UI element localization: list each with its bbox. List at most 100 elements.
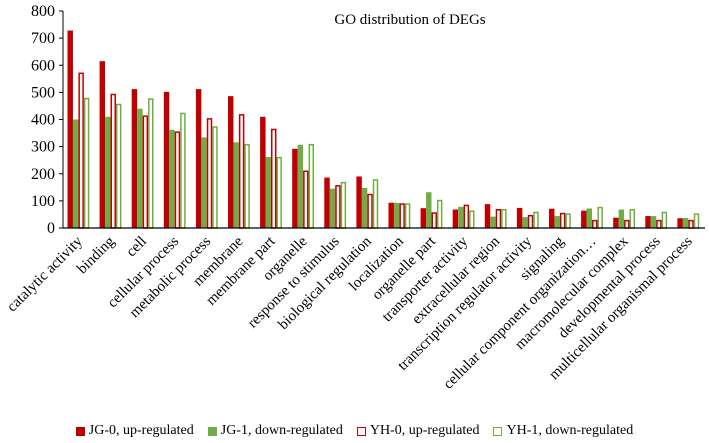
bar-1 — [329, 188, 336, 228]
bar-1 — [265, 156, 272, 228]
bar-2 — [431, 212, 437, 229]
bar-0 — [548, 208, 555, 228]
chart-title: GO distribution of DEGs — [334, 12, 485, 28]
bar-0 — [388, 202, 394, 228]
bar-2 — [688, 219, 694, 229]
bar-0 — [163, 91, 170, 229]
bar-1 — [393, 202, 400, 228]
y-tick-label: 0 — [47, 220, 55, 237]
bar-1 — [137, 108, 143, 228]
bar-3 — [115, 103, 122, 229]
bar-1 — [490, 216, 496, 228]
bar-1 — [522, 217, 528, 228]
bar-0 — [677, 218, 683, 228]
y-tick-label: 700 — [31, 30, 55, 47]
bar-2 — [78, 72, 84, 229]
legend-item: JG-1, down-regulated — [207, 423, 343, 439]
legend-item: YH-1, down-regulated — [493, 423, 633, 439]
bar-2 — [110, 93, 116, 229]
x-tick-label: catalytic activity — [4, 233, 86, 315]
bar-1 — [650, 216, 657, 228]
bar-0 — [67, 30, 73, 229]
bar-3 — [469, 210, 475, 229]
legend-swatch — [207, 426, 217, 436]
bar-2 — [559, 212, 566, 229]
bar-0 — [324, 177, 330, 228]
legend-item: YH-0, up-regulated — [356, 423, 479, 439]
bar-0 — [131, 89, 138, 229]
bar-1 — [72, 119, 79, 228]
bar-0 — [260, 116, 266, 228]
bar-2 — [527, 214, 534, 229]
bar-1 — [169, 129, 175, 228]
bar-1 — [426, 192, 432, 228]
y-tick-label: 600 — [31, 57, 55, 74]
bar-0 — [420, 208, 427, 228]
bar-3 — [565, 213, 571, 229]
bar-1 — [201, 137, 207, 228]
bar-0 — [581, 210, 587, 228]
bar-2 — [624, 219, 630, 229]
bar-2 — [238, 114, 245, 229]
bar-2 — [142, 115, 149, 229]
x-tick-label: binding — [74, 233, 118, 277]
bar-3 — [436, 199, 443, 229]
bar-1 — [586, 208, 593, 228]
bar-3 — [629, 209, 636, 229]
bar-2 — [303, 170, 309, 229]
bar-2 — [271, 128, 277, 229]
bar-3 — [308, 143, 315, 229]
bar-1 — [233, 142, 239, 228]
bar-3 — [276, 156, 282, 229]
legend-item: JG-0, up-regulated — [75, 423, 194, 439]
y-tick-label: 100 — [31, 193, 55, 210]
bar-3 — [83, 97, 90, 229]
bar-0 — [227, 96, 234, 228]
bar-0 — [613, 217, 619, 228]
bar-1 — [361, 187, 368, 228]
bar-1 — [554, 216, 560, 228]
bar-0 — [645, 216, 651, 228]
legend-swatch — [493, 426, 503, 436]
bar-0 — [356, 176, 362, 228]
bar-3 — [340, 181, 347, 229]
bar-3 — [180, 112, 186, 229]
y-tick-label: 500 — [31, 84, 55, 101]
bar-0 — [484, 204, 491, 228]
bar-0 — [292, 148, 298, 228]
bar-2 — [174, 131, 181, 229]
bar-2 — [463, 204, 470, 229]
bar-2 — [335, 185, 341, 229]
y-tick-label: 300 — [31, 139, 55, 156]
legend-label: JG-1, down-regulated — [220, 423, 343, 438]
legend-swatch — [356, 426, 366, 436]
bar-2 — [367, 193, 373, 229]
bar-3 — [661, 211, 668, 229]
bar-0 — [452, 209, 459, 228]
legend-label: YH-1, down-regulated — [506, 423, 634, 438]
bar-2 — [206, 118, 213, 229]
legend: JG-0, up-regulated JG-1, down-regulated YH… — [0, 423, 709, 439]
bar-3 — [501, 209, 507, 229]
bar-1 — [297, 144, 304, 228]
bar-2 — [495, 209, 502, 229]
bar-chart: 0 100 200 300 400 500 600 700 800 GO distribution… — [4, 3, 705, 392]
bar-3 — [372, 179, 379, 229]
bar-3 — [212, 126, 218, 229]
bar-3 — [404, 203, 411, 229]
bar-2 — [592, 219, 598, 229]
bar-3 — [148, 98, 154, 229]
bar-1 — [682, 217, 689, 228]
bar-0 — [195, 89, 202, 229]
bar-3 — [693, 213, 700, 229]
y-tick-label: 400 — [31, 112, 55, 129]
y-tick-label: 800 — [31, 3, 55, 20]
bar-3 — [244, 143, 250, 229]
bar-2 — [656, 219, 662, 229]
x-tick-label: cell — [123, 234, 150, 261]
bar-1 — [105, 116, 111, 228]
bar-3 — [533, 211, 539, 229]
legend-label: JG-0, up-regulated — [88, 423, 194, 438]
legend-swatch — [75, 426, 85, 436]
